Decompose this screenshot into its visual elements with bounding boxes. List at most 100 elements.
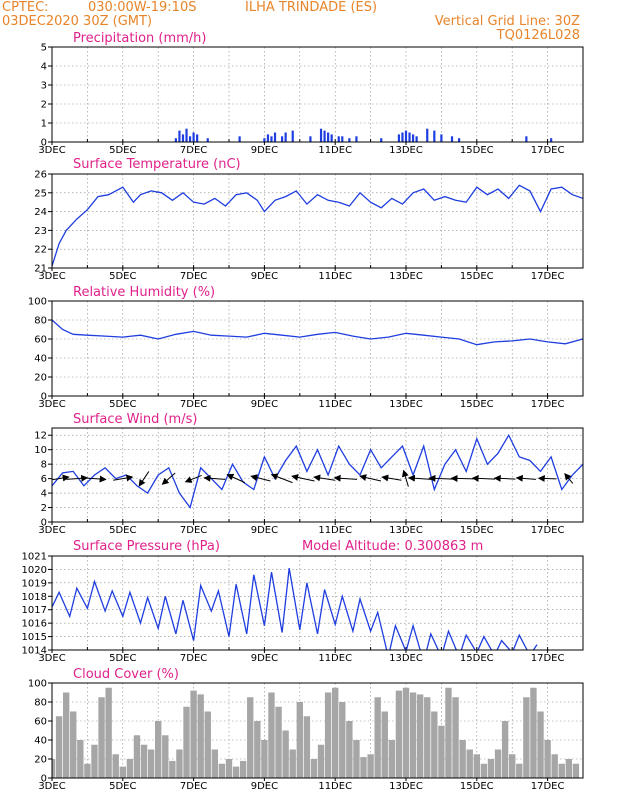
y-tick-label: 10	[34, 445, 47, 456]
bar	[402, 687, 410, 778]
panel-frame	[51, 427, 584, 523]
bar	[319, 128, 323, 142]
wind-arrow	[270, 473, 293, 484]
y-tick-label: 20	[34, 373, 47, 384]
bar	[558, 763, 565, 778]
panel-5: 1014 1015 1016 1017 1018 1019 1020 1021 3DEC 5DEC…	[22, 539, 584, 664]
bar	[178, 130, 181, 142]
panel-frame	[51, 555, 584, 651]
bar	[225, 759, 233, 778]
wind-arrow	[450, 474, 474, 482]
y-tick-label: 40	[34, 736, 47, 747]
wind-arrow	[359, 474, 382, 482]
series-marks	[174, 128, 553, 142]
bar	[523, 697, 530, 778]
bar	[147, 749, 155, 778]
bar	[273, 132, 277, 142]
bar	[516, 763, 523, 778]
y-tick-label: 3	[41, 81, 47, 92]
series-marks	[52, 567, 538, 650]
bar	[238, 136, 241, 142]
x-tick-label: 13DEC	[389, 653, 423, 664]
wind-arrow	[493, 474, 516, 482]
x-tick-label: 7DEC	[180, 145, 207, 156]
x-tick-label: 5DEC	[109, 145, 136, 156]
bar	[458, 138, 461, 142]
panel-frame	[51, 300, 584, 397]
bar	[247, 697, 254, 778]
bar	[367, 754, 374, 778]
wind-arrow	[161, 472, 176, 485]
bar	[509, 754, 516, 778]
y-tick-label: 12	[34, 431, 47, 442]
bar	[98, 697, 105, 778]
header-init-time: 03DEC2020 30Z (GMT)	[2, 14, 153, 29]
y-tick-label: 1018	[22, 592, 47, 603]
series-line	[52, 184, 583, 267]
bar	[263, 138, 266, 142]
y-tick-label: 22	[34, 245, 47, 256]
bar	[480, 763, 488, 778]
x-tick-label: 7DEC	[180, 653, 207, 664]
wind-arrow	[381, 474, 402, 482]
x-tick-label: 15DEC	[460, 145, 494, 156]
bar	[119, 766, 126, 778]
x-tick-label: 15DEC	[460, 399, 494, 410]
bar	[270, 136, 273, 142]
series-marks	[52, 319, 583, 346]
y-tick-label: 25	[34, 188, 47, 199]
x-tick-label: 9DEC	[251, 399, 278, 410]
bar	[501, 721, 509, 778]
y-tick-label: 1017	[22, 605, 47, 616]
wind-arrow	[313, 474, 336, 482]
wind-arrow	[333, 474, 358, 482]
panel-6: 0 20 40 60 80 100 3DEC 5DEC 7DEC 9DEC 11DEC 13DEC 15…	[28, 667, 584, 792]
bar	[459, 740, 466, 778]
x-tick-label: 9DEC	[251, 653, 278, 664]
bar	[337, 136, 340, 142]
bar	[473, 754, 480, 778]
series-marks	[52, 687, 580, 778]
y-tick-label: 0	[41, 392, 47, 403]
y-tick-label: 0	[41, 138, 47, 149]
bar	[155, 721, 162, 778]
bar	[438, 725, 445, 778]
x-tick-label: 7DEC	[180, 525, 207, 536]
wind-arrow	[401, 469, 409, 487]
bar	[426, 128, 429, 142]
bar	[380, 138, 383, 142]
y-tick-label: 6	[41, 474, 47, 485]
y-tick-label: 21	[34, 264, 47, 275]
x-tick-label: 7DEC	[180, 271, 207, 282]
x-tick-label: 5DEC	[109, 781, 136, 792]
bar	[183, 706, 190, 778]
x-tick-label: 11DEC	[318, 653, 352, 664]
bar	[525, 136, 528, 142]
x-tick-label: 7DEC	[180, 399, 207, 410]
bar	[374, 697, 381, 778]
y-tick-label: 20	[34, 755, 47, 766]
bar	[424, 697, 431, 778]
bar	[408, 132, 411, 142]
bar	[289, 749, 296, 778]
bar	[544, 740, 551, 778]
y-tick-label: 0	[41, 774, 47, 785]
bar	[77, 740, 84, 778]
bar	[291, 130, 294, 142]
bar	[360, 757, 367, 778]
x-tick-label: 15DEC	[460, 271, 494, 282]
bar	[266, 134, 270, 142]
bar	[162, 735, 169, 778]
bar	[388, 740, 396, 778]
wind-arrow	[184, 474, 202, 483]
bar	[452, 697, 459, 778]
bar	[204, 711, 211, 778]
x-tick-label: 13DEC	[389, 145, 423, 156]
header-location-coords: 030:00W-19:10S	[88, 0, 197, 15]
bar	[415, 136, 418, 142]
panel-2: 21 22 23 24 25 26 3DEC 5DEC 7DEC 9DEC 11DEC 13DEC 15…	[34, 157, 584, 282]
bar	[52, 759, 56, 778]
panel-4: 0 2 4 6 8 10 12 3DEC 5DEC 7DEC 9DEC 11DEC 13DEC 15DEC…	[34, 412, 584, 536]
panel-1: 0 1 2 3 4 5 3DEC 5DEC 7DEC 9DEC 11DEC 13DEC 15DEC 17D…	[38, 31, 584, 156]
